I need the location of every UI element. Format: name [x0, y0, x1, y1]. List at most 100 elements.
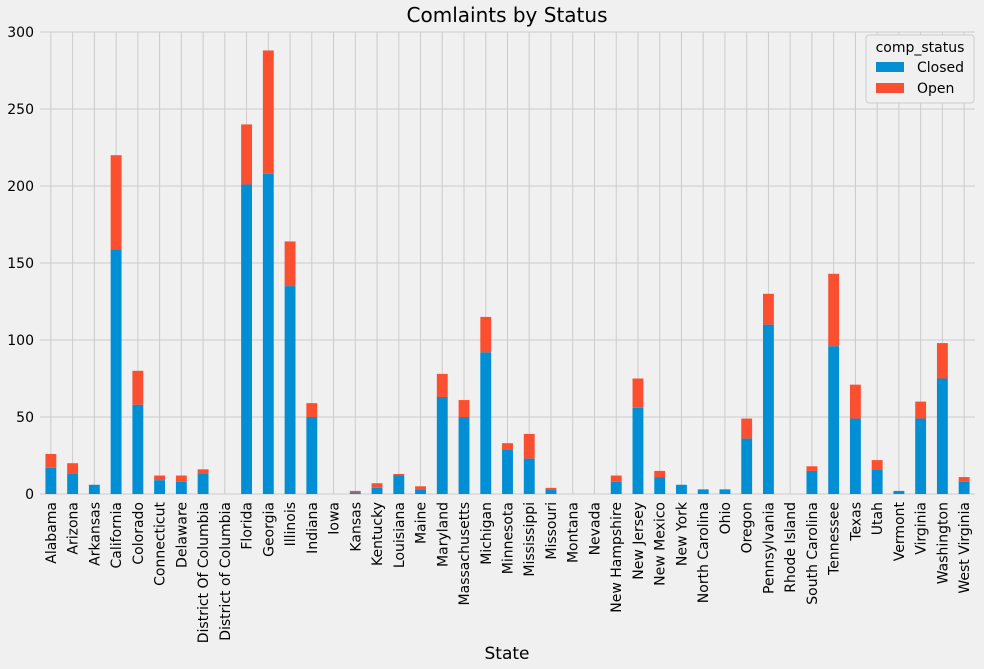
x-tick-label: California — [109, 502, 125, 568]
y-axis-ticks: 0 50 100 150 200 250 300 — [7, 25, 34, 503]
x-tick-label: Arkansas — [87, 502, 103, 566]
x-tick-label: Virginia — [914, 502, 930, 555]
x-tick-label: New York — [674, 501, 690, 566]
y-tick-label: 0 — [25, 487, 34, 503]
bar-closed-indiana — [306, 417, 318, 494]
bar-open-kentucky — [371, 483, 383, 488]
x-tick-label: Kentucky — [370, 502, 386, 566]
y-tick-label: 200 — [7, 179, 34, 195]
bar-open-maryland — [436, 373, 448, 397]
x-tick-label: Washington — [935, 502, 951, 584]
bar-closed-maryland — [436, 396, 448, 494]
bar-closed-district-of-columbia — [197, 473, 209, 494]
bar-closed-arizona — [67, 473, 79, 494]
chart-title: Comlaints by Status — [407, 3, 608, 27]
x-tick-label: Connecticut — [153, 501, 169, 585]
bar-open-delaware — [175, 475, 187, 482]
bars — [45, 50, 970, 494]
bar-closed-maine — [415, 489, 426, 494]
x-tick-label: Louisiana — [392, 502, 408, 568]
bar-open-alabama — [45, 453, 57, 468]
x-tick-label: Iowa — [327, 502, 343, 535]
bar-open-arizona — [67, 463, 79, 474]
bar-open-michigan — [480, 316, 492, 353]
bar-closed-new-york — [676, 484, 687, 494]
x-tick-label: Rhode Island — [783, 502, 799, 593]
bar-open-new-mexico — [654, 470, 666, 478]
bar-closed-michigan — [480, 352, 492, 494]
y-tick-label: 250 — [7, 102, 34, 118]
bar-open-massachusetts — [458, 400, 470, 417]
x-tick-label: Montana — [566, 502, 582, 563]
x-tick-label: Indiana — [305, 502, 321, 554]
x-tick-label: District of Columbia — [218, 502, 234, 641]
bar-closed-virginia — [915, 418, 927, 494]
x-tick-label: Massachusetts — [457, 502, 473, 605]
bar-closed-oregon — [741, 438, 753, 494]
bar-open-california — [110, 155, 122, 250]
bar-open-pennsylvania — [762, 293, 774, 325]
y-tick-label: 100 — [7, 333, 34, 349]
bar-closed-utah — [871, 469, 883, 494]
x-tick-label: Maryland — [435, 502, 451, 567]
bar-open-colorado — [132, 370, 144, 405]
bar-closed-connecticut — [154, 480, 166, 494]
x-tick-label: Florida — [240, 502, 256, 550]
bar-closed-kentucky — [371, 487, 383, 494]
x-tick-label: New Mexico — [653, 502, 669, 586]
bar-open-florida — [241, 124, 253, 185]
x-tick-label: Nevada — [587, 502, 603, 555]
bar-open-mississippi — [523, 433, 535, 459]
bar-open-kansas — [349, 490, 361, 493]
bar-open-maine — [415, 486, 426, 490]
x-axis-title: State — [485, 644, 530, 664]
x-tick-label: Tennessee — [827, 502, 843, 576]
bar-open-indiana — [306, 403, 318, 417]
x-tick-label: Michigan — [479, 502, 495, 565]
legend-title: comp_status — [876, 40, 965, 56]
bar-closed-west-virginia — [958, 481, 970, 494]
legend-swatch-closed — [876, 62, 904, 72]
y-tick-label: 50 — [16, 410, 34, 426]
bar-closed-south-carolina — [806, 470, 818, 494]
x-tick-label: Georgia — [261, 502, 277, 557]
legend-items: Closed Open — [876, 60, 964, 97]
bar-open-washington — [936, 343, 948, 379]
bar-closed-ohio — [719, 489, 731, 494]
x-tick-label: New Jersey — [631, 502, 647, 580]
x-tick-label: Texas — [848, 502, 864, 542]
x-tick-label: Oregon — [740, 502, 756, 553]
bar-open-missouri — [545, 487, 557, 490]
x-tick-label: Alabama — [44, 502, 60, 564]
bar-closed-massachusetts — [458, 417, 470, 494]
bar-closed-vermont — [893, 490, 905, 494]
bar-open-tennessee — [828, 273, 840, 347]
x-tick-label: Ohio — [718, 502, 734, 534]
y-tick-label: 150 — [7, 256, 34, 272]
x-axis-ticks: Alabama Arizona Arkansas California Colorado… — [44, 501, 973, 643]
x-tick-label: Mississippi — [522, 502, 538, 577]
bar-open-georgia — [262, 50, 274, 174]
bar-open-oregon — [741, 418, 753, 439]
x-tick-label: Missouri — [544, 502, 560, 560]
bar-closed-missouri — [545, 489, 557, 494]
bar-open-texas — [849, 384, 861, 419]
bar-open-west-virginia — [958, 477, 970, 482]
bar-closed-louisiana — [393, 475, 405, 494]
x-tick-label: Kansas — [348, 502, 364, 552]
bar-open-south-carolina — [806, 466, 818, 471]
bar-closed-alabama — [45, 467, 57, 494]
x-tick-label: Delaware — [174, 502, 190, 568]
legend-label-open: Open — [917, 81, 954, 97]
bar-closed-illinois — [284, 286, 296, 494]
x-tick-label: District Of Columbia — [196, 502, 212, 643]
bar-closed-tennessee — [828, 346, 840, 494]
bar-closed-new-mexico — [654, 477, 666, 494]
x-tick-label: Maine — [414, 502, 430, 544]
bar-open-illinois — [284, 241, 296, 287]
x-tick-label: Vermont — [892, 501, 908, 561]
bar-closed-texas — [849, 418, 861, 494]
bar-open-louisiana — [393, 473, 405, 476]
